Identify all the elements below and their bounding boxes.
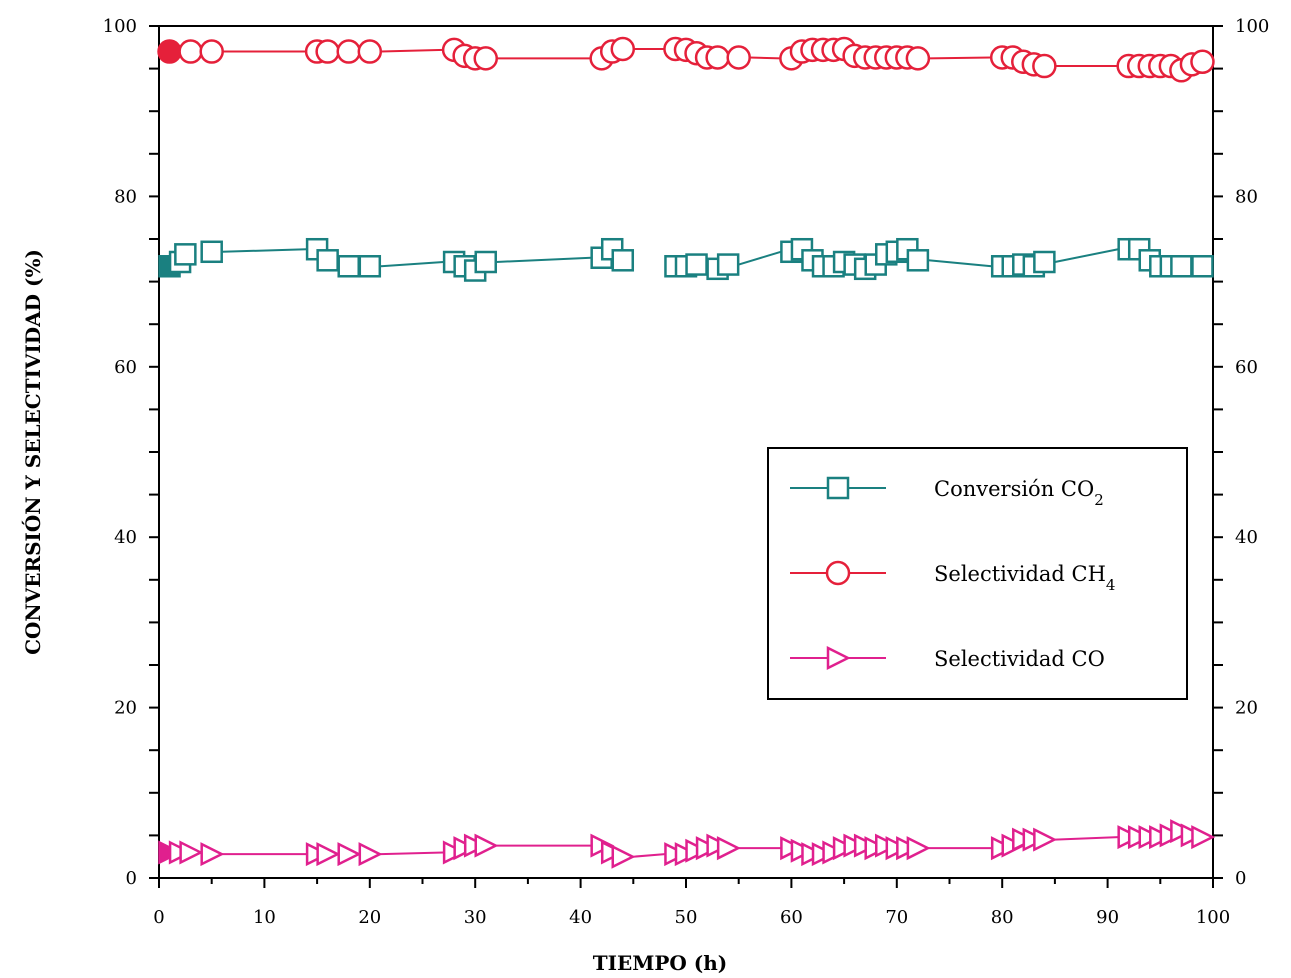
y-tick-label: 80 (114, 186, 137, 207)
legend-marker (825, 560, 851, 586)
legend-marker (826, 645, 851, 671)
data-point (685, 253, 708, 276)
data-point (1032, 53, 1057, 79)
data-point (178, 39, 203, 64)
data-point (358, 255, 382, 278)
y-tick-label: 20 (114, 698, 137, 719)
data-point (610, 36, 636, 62)
data-point (611, 249, 635, 272)
x-tick-label: 20 (358, 907, 381, 928)
legend-marker (826, 476, 850, 500)
data-point (1191, 255, 1214, 278)
x-tick-label: 70 (885, 907, 908, 928)
y2-tick-label: 80 (1235, 186, 1258, 207)
x-tick-label: 80 (991, 907, 1014, 928)
data-point (474, 833, 499, 858)
y2-tick-label: 100 (1235, 16, 1269, 37)
series-line-segment (1054, 836, 1119, 841)
series-line-segment (380, 261, 444, 268)
x-tick-label: 90 (1096, 907, 1119, 928)
data-point (1170, 255, 1193, 278)
series-line-segment (738, 250, 782, 266)
series-lines (222, 48, 1119, 858)
data-point (1190, 49, 1215, 75)
series-line-segment (1054, 248, 1119, 263)
y2-tick-label: 0 (1235, 868, 1246, 889)
x-tick-label: 30 (464, 907, 487, 928)
data-point (337, 255, 360, 278)
y2-tick-label: 20 (1235, 698, 1258, 719)
data-point (200, 842, 225, 867)
series-line-segment (222, 248, 307, 253)
y-tick-label: 40 (114, 527, 137, 548)
y2-tick-label: 40 (1235, 527, 1258, 548)
data-point (336, 39, 361, 64)
x-tick-label: 0 (153, 907, 164, 928)
data-point (905, 46, 931, 71)
series-line-segment (496, 256, 592, 264)
data-point (1033, 250, 1056, 274)
y-tick-label: 60 (114, 357, 137, 378)
data-point (357, 39, 383, 64)
data-point (316, 249, 339, 272)
data-point (1191, 825, 1216, 850)
data-point (200, 240, 223, 264)
data-point (179, 840, 204, 865)
x-tick-label: 100 (1196, 907, 1230, 928)
data-point (157, 39, 182, 64)
data-point (199, 39, 224, 64)
y-axis-title: CONVERSIÓN Y SELECTIVIDAD (%) (20, 249, 45, 655)
x-tick-label: 50 (675, 907, 698, 928)
data-point (906, 249, 930, 272)
data-point (726, 45, 751, 70)
data-point (174, 243, 197, 266)
data-point (716, 253, 740, 276)
data-point (473, 46, 498, 71)
y-tick-label: 100 (103, 16, 137, 37)
y-tick-label: 0 (126, 868, 137, 889)
data-point (337, 842, 362, 867)
data-point (705, 45, 730, 70)
series-line-segment (633, 853, 666, 858)
x-tick-label: 60 (780, 907, 803, 928)
data-point (906, 836, 931, 861)
tick-marks (149, 25, 1223, 888)
data-point (315, 39, 340, 64)
x-tick-label: 40 (569, 907, 592, 928)
data-point (316, 842, 341, 867)
series-line-segment (749, 56, 781, 60)
series-markers (157, 36, 1216, 869)
data-point (716, 836, 741, 861)
y2-tick-label: 60 (1235, 357, 1258, 378)
series-line-segment (380, 851, 444, 856)
series-line-segment (928, 259, 992, 268)
data-point (1033, 827, 1058, 852)
x-tick-label: 10 (253, 907, 276, 928)
tick-labels: 0 10 20 30 40 50 60 70 80 90 100020406080100020406… (103, 16, 1270, 928)
data-point (358, 842, 383, 867)
series-line-segment (928, 56, 992, 60)
series-line-segment (380, 48, 444, 53)
data-point (474, 250, 497, 274)
legend-label: Selectividad CO (934, 647, 1105, 671)
x-axis-title: TIEMPO (h) (593, 951, 728, 975)
data-point (611, 844, 636, 869)
